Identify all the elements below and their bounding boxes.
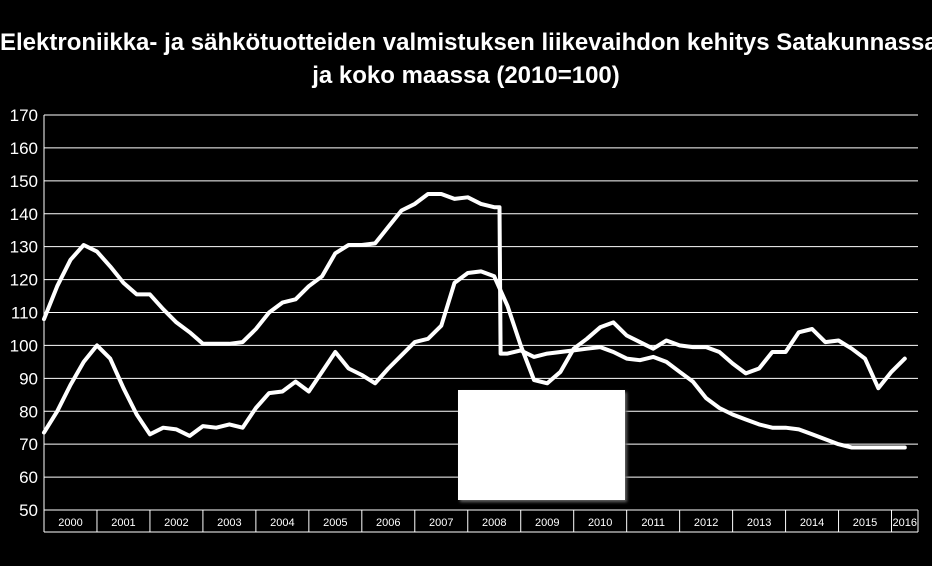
x-tick-label-2016: 2016	[893, 517, 917, 529]
x-tick-label-2006: 2006	[376, 517, 400, 529]
y-tick-label-80: 80	[19, 402, 38, 421]
x-tick-label-2009: 2009	[535, 517, 559, 529]
x-tick-label-2003: 2003	[217, 517, 241, 529]
y-tick-label-120: 120	[10, 271, 38, 290]
x-tick-label-2005: 2005	[323, 517, 347, 529]
y-tick-label-70: 70	[19, 435, 38, 454]
x-tick-label-2012: 2012	[694, 517, 718, 529]
y-tick-label-150: 150	[10, 172, 38, 191]
x-tick-label-2007: 2007	[429, 517, 453, 529]
y-tick-label-60: 60	[19, 468, 38, 487]
chart-title-line-1: Elektroniikka- ja sähkötuotteiden valmis…	[0, 29, 932, 56]
x-tick-label-2013: 2013	[747, 517, 771, 529]
series-line-2	[42, 269, 907, 438]
y-tick-label-130: 130	[10, 238, 38, 257]
x-tick-label-2004: 2004	[270, 517, 294, 529]
x-tick-label-2014: 2014	[800, 517, 824, 529]
x-tick-label-2015: 2015	[853, 517, 877, 529]
y-tick-label-160: 160	[10, 139, 38, 158]
x-tick-label-2002: 2002	[164, 517, 188, 529]
y-tick-label-140: 140	[10, 205, 38, 224]
y-tick-label-90: 90	[19, 369, 38, 388]
legend-box-blank	[458, 390, 625, 500]
x-tick-label-2000: 2000	[58, 517, 82, 529]
x-tick-label-2001: 2001	[111, 517, 135, 529]
chart-title-line-2: ja koko maassa (2010=100)	[312, 62, 620, 89]
y-tick-label-100: 100	[10, 336, 38, 355]
x-tick-label-2008: 2008	[482, 517, 506, 529]
y-tick-label-170: 170	[10, 106, 38, 125]
y-tick-label-50: 50	[19, 501, 38, 520]
y-tick-label-110: 110	[11, 304, 38, 323]
chart-title: Elektroniikka- ja sähkötuotteiden valmis…	[0, 26, 932, 92]
x-tick-label-2011: 2011	[641, 517, 665, 529]
x-tick-label-2010: 2010	[588, 517, 612, 529]
series-line-1	[42, 192, 907, 450]
